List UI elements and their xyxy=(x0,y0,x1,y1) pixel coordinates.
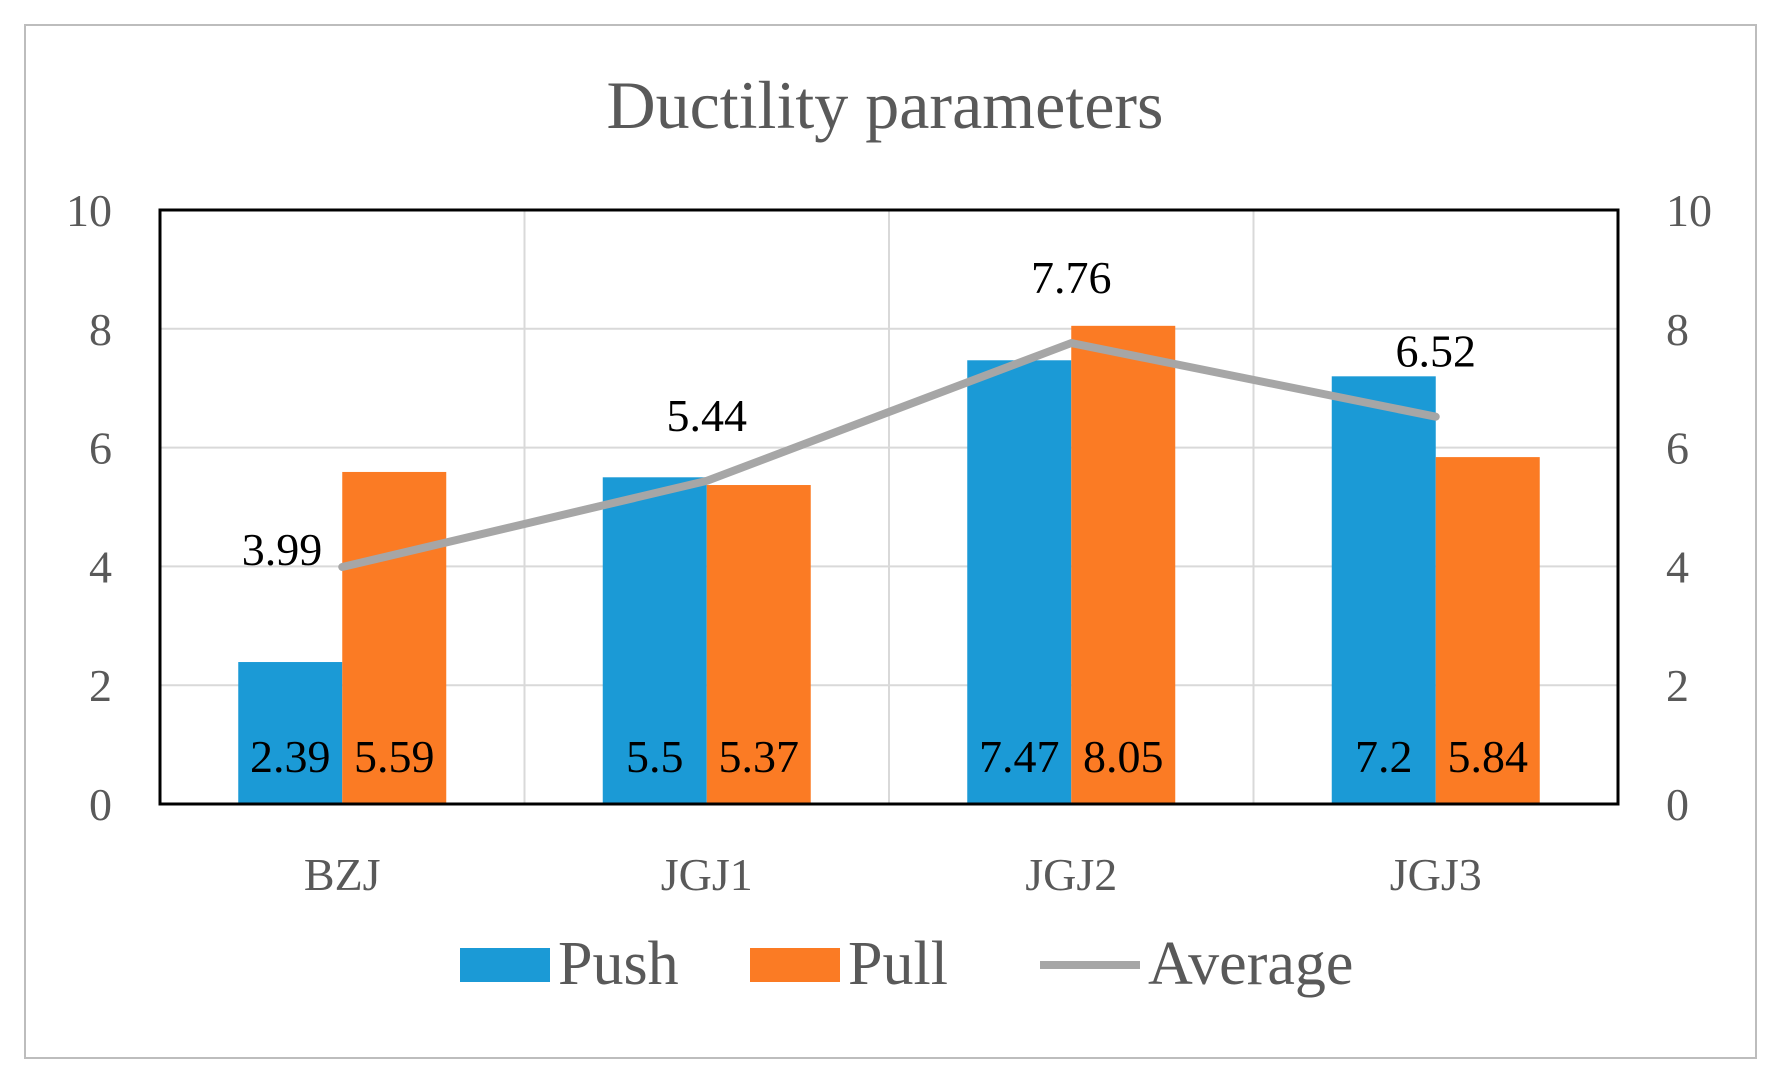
data-label-average-jgj1: 5.44 xyxy=(667,390,748,441)
bar-pull-jgj1 xyxy=(706,485,811,804)
bars xyxy=(238,325,1540,804)
data-label-push-bzj: 2.39 xyxy=(250,731,331,782)
bar-push-jgj1 xyxy=(602,477,707,804)
chart-title: Ductility parameters xyxy=(606,67,1163,143)
x-tick-label: JGJ2 xyxy=(1025,849,1117,900)
data-label-pull-bzj: 5.59 xyxy=(354,731,435,782)
data-label-average-bzj: 3.99 xyxy=(242,524,323,575)
y-axis-right: 0 2 4 6 8 10 xyxy=(1666,185,1712,830)
data-labels: 2.39 5.59 5.5 5.37 7.47 8.05 7.2 5.84 3.99 5.44 7.… xyxy=(242,252,1528,782)
x-tick-label: JGJ3 xyxy=(1390,849,1482,900)
bar-pull-bzj xyxy=(342,471,447,804)
data-label-pull-jgj1: 5.37 xyxy=(719,731,800,782)
legend-swatch-pull xyxy=(750,948,840,982)
y-tick-label-right: 0 xyxy=(1666,779,1689,830)
legend-swatch-push xyxy=(460,948,550,982)
data-label-push-jgj2: 7.47 xyxy=(979,731,1060,782)
y-axis-left: 0 2 4 6 8 10 xyxy=(66,185,112,830)
x-tick-label: JGJ1 xyxy=(661,849,753,900)
bar-push-bzj xyxy=(238,662,343,804)
y-tick-label-left: 4 xyxy=(89,541,112,592)
bar-pull-jgj2 xyxy=(1071,325,1176,804)
y-tick-label-left: 8 xyxy=(89,304,112,355)
y-tick-label-left: 6 xyxy=(89,423,112,474)
x-tick-label: BZJ xyxy=(304,849,381,900)
data-label-push-jgj1: 5.5 xyxy=(626,731,684,782)
y-tick-label-right: 6 xyxy=(1666,423,1689,474)
legend-label-pull: Pull xyxy=(848,930,948,998)
y-tick-label-right: 2 xyxy=(1666,660,1689,711)
legend-label-push: Push xyxy=(558,930,679,998)
y-tick-label-left: 2 xyxy=(89,660,112,711)
y-tick-label-left: 0 xyxy=(89,779,112,830)
data-label-push-jgj3: 7.2 xyxy=(1355,731,1413,782)
legend-label-average: Average xyxy=(1148,930,1353,998)
y-tick-label-left: 10 xyxy=(66,185,112,236)
data-label-pull-jgj3: 5.84 xyxy=(1448,731,1529,782)
y-tick-label-right: 10 xyxy=(1666,185,1712,236)
bar-push-jgj3 xyxy=(1331,376,1436,804)
data-label-pull-jgj2: 8.05 xyxy=(1083,731,1164,782)
data-label-average-jgj2: 7.76 xyxy=(1031,252,1112,303)
average-line-layer xyxy=(338,339,1440,571)
bar-pull-jgj3 xyxy=(1435,457,1540,804)
data-label-average-jgj3: 6.52 xyxy=(1396,326,1477,377)
x-axis: BZJ JGJ1 JGJ2 JGJ3 xyxy=(304,849,1482,900)
line-average xyxy=(338,339,1440,571)
bar-push-jgj2 xyxy=(967,360,1072,804)
y-tick-label-right: 4 xyxy=(1666,541,1689,592)
y-tick-label-right: 8 xyxy=(1666,304,1689,355)
legend: Push Pull Average xyxy=(460,930,1353,998)
plot-area-border xyxy=(158,208,1620,806)
